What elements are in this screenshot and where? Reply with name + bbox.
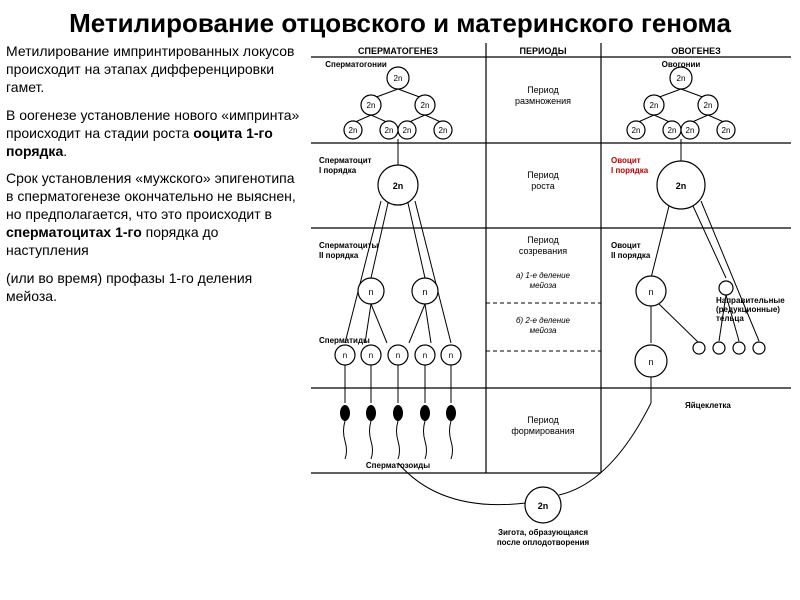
col-header-left: СПЕРМАТОГЕНЕЗ [358,46,438,56]
paragraph-4: (или во время) профазы 1-го деления мейо… [6,270,303,306]
period-4: Периодформирования [511,415,574,436]
oo-tree: 2n 2n 2n 2n 2n 2n 2n [627,67,735,139]
svg-text:n: n [396,351,400,360]
svg-text:2n: 2n [722,126,731,135]
period-3a: а) 1-е делениемейоза [516,271,571,290]
period-3b: б) 2-е делениемейоза [516,316,571,335]
svg-text:n: n [648,357,653,367]
svg-text:2n: 2n [421,101,430,110]
svg-text:n: n [343,351,347,360]
col-header-right: ОВОГЕНЕЗ [671,46,721,56]
label-zygote: Зигота, образующаясяпосле оплодотворения [497,528,590,547]
svg-text:n: n [369,351,373,360]
svg-text:n: n [368,287,373,297]
svg-text:2n: 2n [704,101,713,110]
gametogenesis-diagram: СПЕРМАТОГЕНЕЗ ПЕРИОДЫ ОВОГЕНЕЗ Сперматог… [311,43,791,553]
label-oo-II: ОвоцитII порядка [611,241,651,260]
diagram-container: СПЕРМАТОГЕНЕЗ ПЕРИОДЫ ОВОГЕНЕЗ Сперматог… [311,43,794,553]
svg-text:2n: 2n [403,126,412,135]
paragraph-3: Срок установления «мужского» эпигенотипа… [6,170,303,260]
svg-text:n: n [449,351,453,360]
svg-text:n: n [648,287,653,297]
period-1: Периодразмножения [515,85,571,106]
svg-text:n: n [422,287,427,297]
svg-text:2n: 2n [385,126,394,135]
svg-text:2n: 2n [677,74,686,83]
label-sperm-I: СперматоцитI порядка [319,156,372,175]
svg-text:2n: 2n [349,126,358,135]
svg-text:2n: 2n [676,181,687,191]
svg-text:2n: 2n [686,126,695,135]
svg-text:n: n [423,351,427,360]
svg-text:2n: 2n [394,74,403,83]
paragraph-2: В оогенезе установление нового «импринта… [6,107,303,161]
sub-left: Сперматогонии [325,60,387,69]
label-polar: Направительные(редукционные)тельца [716,296,785,323]
svg-text:2n: 2n [538,501,549,511]
svg-text:2n: 2n [367,101,376,110]
col-header-mid: ПЕРИОДЫ [519,46,566,56]
sperm-tree: 2n 2n 2n 2n 2n 2n 2n [344,67,452,139]
svg-text:2n: 2n [393,181,404,191]
label-oo-I: ОвоцитI порядка [611,156,649,175]
content-area: Метилирование импринтированных локусов п… [0,43,800,553]
paragraph-1: Метилирование импринтированных локусов п… [6,43,303,97]
page-title: Метилирование отцовского и материнского … [0,0,800,43]
label-spermatids: Сперматиды [319,336,370,345]
svg-text:2n: 2n [668,126,677,135]
svg-text:2n: 2n [650,101,659,110]
spermatozoa [340,405,456,459]
period-3: Периодсозревания [519,235,567,256]
svg-text:2n: 2n [632,126,641,135]
period-2: Периодроста [527,170,559,191]
label-sperm-II: СперматоцитыII порядка [319,241,379,260]
left-text-block: Метилирование импринтированных локусов п… [6,43,311,553]
svg-text:2n: 2n [439,126,448,135]
label-spermatozoa: Сперматозоиды [366,461,430,470]
label-egg: Яйцеклетка [685,401,731,410]
